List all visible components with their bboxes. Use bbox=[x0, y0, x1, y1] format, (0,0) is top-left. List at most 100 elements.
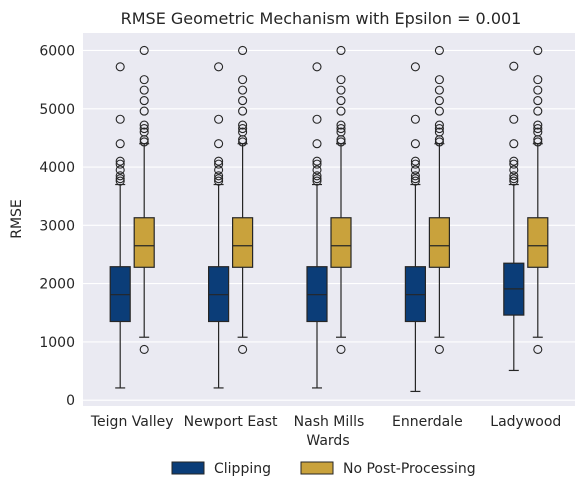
legend-swatch bbox=[300, 461, 334, 475]
outlier-point bbox=[434, 137, 444, 147]
outlier-point bbox=[139, 120, 149, 130]
outlier-point bbox=[410, 174, 420, 184]
outlier-point bbox=[214, 176, 224, 186]
x-tick-label: Newport East bbox=[184, 414, 278, 430]
outlier-point bbox=[238, 75, 248, 85]
box-plot bbox=[306, 62, 328, 389]
outlier-point bbox=[336, 85, 346, 95]
x-axis-ticks: Teign Valley Newport East Nash Mills Ennerd… bbox=[90, 414, 561, 430]
outlier-point bbox=[410, 156, 420, 166]
legend-swatch bbox=[171, 461, 205, 475]
box bbox=[428, 217, 450, 268]
plot-area bbox=[83, 33, 575, 406]
box-plot bbox=[330, 45, 352, 355]
x-tick-label: Ladywood bbox=[490, 414, 561, 430]
outlier-point bbox=[434, 344, 444, 355]
outlier-point bbox=[533, 137, 543, 147]
outlier-point bbox=[115, 171, 125, 181]
outlier-point bbox=[336, 45, 346, 56]
outlier-point bbox=[238, 124, 248, 134]
outlier-point bbox=[214, 139, 224, 149]
outlier-point bbox=[410, 139, 420, 149]
outlier-point bbox=[115, 174, 125, 184]
outlier-point bbox=[336, 120, 346, 130]
y-tick-label: 4000 bbox=[39, 160, 75, 176]
outlier-point bbox=[115, 165, 125, 175]
outlier-point bbox=[214, 114, 224, 124]
outlier-point bbox=[434, 106, 444, 116]
outlier-point bbox=[238, 120, 248, 130]
box-plot bbox=[428, 45, 450, 355]
outlier-point bbox=[410, 165, 420, 175]
outlier-point bbox=[336, 124, 346, 134]
outlier-point bbox=[434, 96, 444, 106]
outlier-point bbox=[214, 174, 224, 184]
outlier-point bbox=[410, 171, 420, 181]
outlier-point bbox=[533, 344, 543, 355]
outlier-point bbox=[139, 127, 149, 137]
outlier-point bbox=[312, 176, 322, 186]
outlier-point bbox=[533, 127, 543, 137]
outlier-point bbox=[238, 106, 248, 116]
outlier-point bbox=[139, 96, 149, 106]
outlier-point bbox=[533, 124, 543, 134]
outlier-point bbox=[312, 62, 322, 72]
outlier-point bbox=[115, 114, 125, 124]
outlier-point bbox=[214, 171, 224, 181]
outlier-point bbox=[509, 159, 519, 169]
outlier-point bbox=[312, 165, 322, 175]
box-plots bbox=[109, 45, 549, 393]
outlier-point bbox=[115, 176, 125, 186]
box-plot bbox=[208, 62, 230, 389]
outlier-point bbox=[509, 174, 519, 184]
x-tick-label: Teign Valley bbox=[90, 414, 174, 430]
outlier-point bbox=[434, 85, 444, 95]
outlier-point bbox=[533, 120, 543, 130]
outlier-point bbox=[533, 75, 543, 85]
y-tick-label: 6000 bbox=[39, 43, 75, 59]
outlier-point bbox=[336, 96, 346, 106]
outlier-point bbox=[238, 344, 248, 355]
outlier-point bbox=[410, 114, 420, 124]
outlier-point bbox=[509, 165, 519, 175]
outlier-point bbox=[533, 85, 543, 95]
outlier-point bbox=[115, 139, 125, 149]
outlier-point bbox=[410, 62, 420, 72]
outlier-point bbox=[238, 137, 248, 147]
outlier-point bbox=[214, 156, 224, 166]
outlier-point bbox=[115, 156, 125, 166]
box-plot bbox=[109, 62, 131, 389]
outlier-point bbox=[509, 139, 519, 149]
outlier-point bbox=[214, 159, 224, 169]
box bbox=[527, 217, 549, 268]
outlier-point bbox=[509, 114, 519, 124]
outlier-point bbox=[312, 171, 322, 181]
outlier-point bbox=[509, 171, 519, 181]
outlier-point bbox=[336, 127, 346, 137]
legend-label: Clipping bbox=[214, 461, 271, 477]
outlier-point bbox=[139, 124, 149, 134]
box-plot bbox=[133, 45, 155, 355]
outlier-point bbox=[509, 61, 519, 71]
outlier-point bbox=[238, 96, 248, 106]
outlier-point bbox=[434, 75, 444, 85]
outlier-point bbox=[410, 159, 420, 169]
box bbox=[330, 217, 352, 268]
outlier-point bbox=[533, 106, 543, 116]
y-tick-label: 0 bbox=[66, 393, 75, 409]
outlier-point bbox=[336, 75, 346, 85]
legend-label: No Post-Processing bbox=[343, 461, 476, 477]
box bbox=[133, 217, 155, 268]
box-plot bbox=[404, 62, 426, 393]
outlier-point bbox=[434, 120, 444, 130]
outlier-point bbox=[139, 85, 149, 95]
outlier-point bbox=[312, 174, 322, 184]
outlier-point bbox=[139, 344, 149, 355]
outlier-point bbox=[115, 159, 125, 169]
outlier-point bbox=[214, 62, 224, 72]
outlier-point bbox=[410, 176, 420, 186]
x-axis-title: Wards bbox=[306, 433, 349, 449]
outlier-point bbox=[312, 159, 322, 169]
x-tick-label: Ennerdale bbox=[392, 414, 463, 430]
